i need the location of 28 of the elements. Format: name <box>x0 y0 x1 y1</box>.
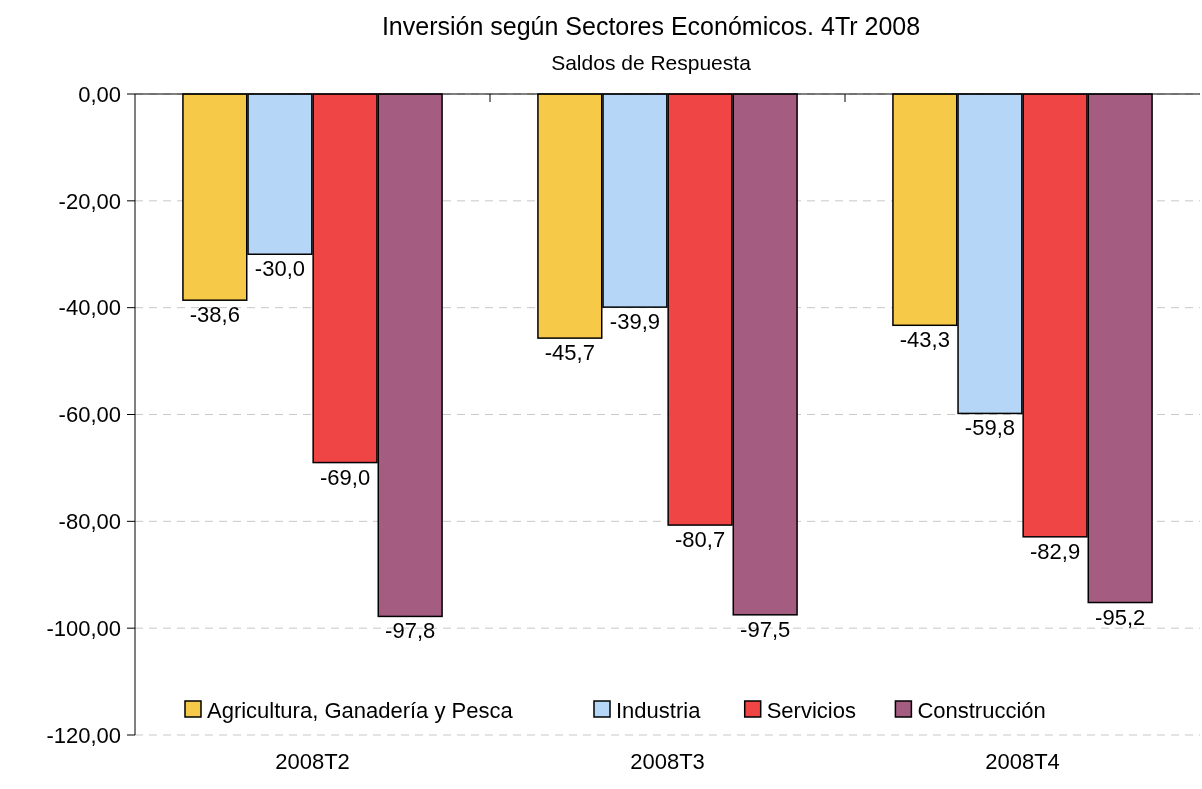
data-label: -59,8 <box>964 415 1016 441</box>
data-label: -69,0 <box>319 464 371 490</box>
y-tick-label: -100,00 <box>46 615 121 641</box>
chart-title: Inversión según Sectores Económicos. 4Tr 2008 <box>381 12 921 40</box>
data-label: -97,8 <box>385 618 436 644</box>
legend-label: Construcción <box>917 697 1046 723</box>
data-label: -80,7 <box>674 527 726 553</box>
data-label: -97,5 <box>740 616 791 642</box>
data-label: -95,2 <box>1095 604 1146 630</box>
legend-label: Industria <box>616 697 702 723</box>
y-tick-label: -80,00 <box>58 509 121 535</box>
y-tick-label: -20,00 <box>58 188 121 214</box>
legend-label: Agricultura, Ganadería y Pesca <box>207 697 514 723</box>
legend-label: Servicios <box>766 697 856 723</box>
y-tick-label: -60,00 <box>58 402 121 428</box>
y-tick-label: -120,00 <box>46 722 121 748</box>
chart-subtitle: Saldos de Respuesta <box>551 51 752 74</box>
x-tick-label: 2008T2 <box>275 749 350 774</box>
data-label: -45,7 <box>544 340 595 366</box>
y-tick-label: 0,00 <box>78 81 121 107</box>
data-label: -43,3 <box>899 327 950 353</box>
data-label: -82,9 <box>1029 538 1081 564</box>
x-tick-label: 2008T3 <box>630 749 705 774</box>
data-label: -30,0 <box>254 256 306 282</box>
data-label: -39,9 <box>609 309 661 335</box>
y-tick-label: -40,00 <box>58 295 121 321</box>
data-label: -38,6 <box>189 302 240 328</box>
x-tick-label: 2008T4 <box>985 749 1060 774</box>
